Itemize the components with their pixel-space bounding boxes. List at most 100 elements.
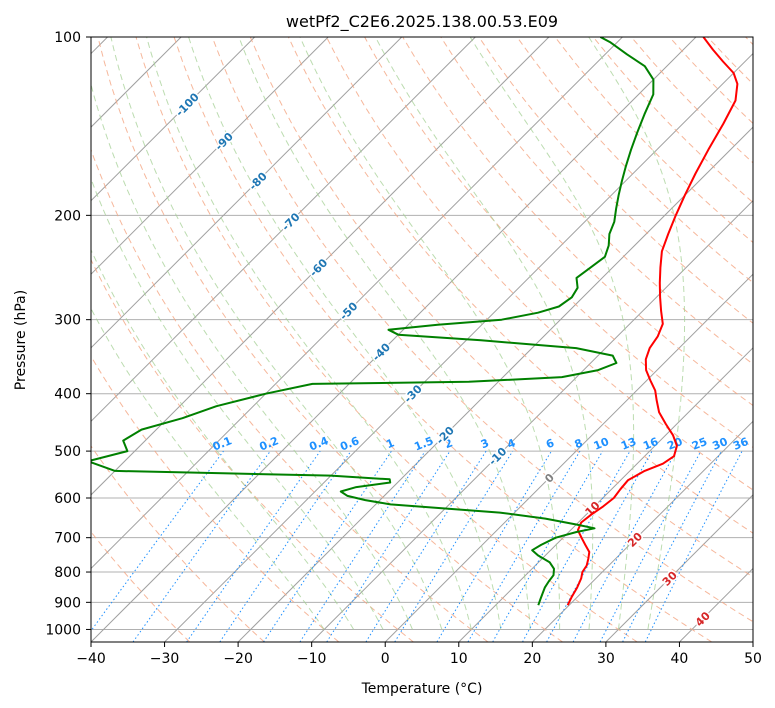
dry-adiabat <box>669 37 753 125</box>
mixing-ratio-label: 1 <box>384 436 396 451</box>
isotherm-50 <box>752 641 753 642</box>
chart-title: wetPf2_C2E6.2025.138.00.53.E09 <box>286 12 558 32</box>
moist-adiabat <box>91 307 325 630</box>
dry-adiabat <box>745 37 753 46</box>
moist-adiabat <box>238 37 531 630</box>
isotherm--50 <box>91 37 623 570</box>
dry-adiabat <box>516 37 753 284</box>
y-tick-label: 200 <box>54 208 81 224</box>
mixing-ratio-line <box>91 450 224 632</box>
isotherm-label: -100 <box>173 90 202 119</box>
moist-adiabat <box>146 37 472 630</box>
mixing-ratio-line <box>572 450 677 642</box>
mixing-ratio-line <box>326 450 451 642</box>
mixing-ratio-line <box>467 450 581 642</box>
dry-adiabat <box>91 445 265 642</box>
x-tick-label: −20 <box>223 651 253 667</box>
isotherm--20 <box>237 126 753 642</box>
isotherm--90 <box>91 37 329 275</box>
x-tick-label: 30 <box>597 651 615 667</box>
y-tick-label: 100 <box>54 30 81 46</box>
x-axis-title: Temperature (°C) <box>361 681 483 697</box>
mixing-ratio-label: 10 <box>592 435 611 453</box>
mixing-ratio-label: 16 <box>641 435 660 453</box>
moist-adiabat <box>91 177 384 630</box>
mixing-ratio-label: 2 <box>443 436 455 451</box>
isotherm--70 <box>91 37 476 423</box>
temperature-line <box>566 37 739 606</box>
x-tick-label: −30 <box>150 651 180 667</box>
isotherm--10 <box>311 199 753 642</box>
profile-lines <box>91 37 739 606</box>
y-tick-label: 500 <box>54 444 81 460</box>
line-labels: 0.1 0.2 0.4 0.6 1 1.5 2 3 4 6 8 10 13 16 20 25 30 36-100-… <box>172 89 751 631</box>
mixing-ratio-line <box>132 450 271 642</box>
isotherm-20 <box>531 420 753 642</box>
mixing-ratio-line <box>522 450 631 642</box>
y-tick-label: 300 <box>54 313 81 329</box>
x-axis: −40 −30 −20 −10 0 10 20 30 40 50 <box>76 642 762 667</box>
moist-adiabat <box>110 37 443 630</box>
mixing-ratio-label: 13 <box>619 435 638 453</box>
moist-adiabat <box>299 37 561 630</box>
mixing-ratio-line <box>436 450 552 642</box>
x-tick-label: 20 <box>523 651 541 667</box>
dry-adiabat <box>91 258 414 642</box>
plot-frame <box>90 36 754 643</box>
mixing-ratio-label: 6 <box>544 436 556 451</box>
moist-adiabat <box>469 37 635 630</box>
x-tick-label: −10 <box>297 651 327 667</box>
moist-adiabat <box>188 37 502 630</box>
dewpoint-line <box>91 37 655 606</box>
dry-adiabat <box>91 355 340 642</box>
dry-adiabat <box>173 37 713 642</box>
mixing-ratio-line <box>186 450 321 642</box>
dry-adiabat <box>287 37 753 534</box>
background-lines <box>91 37 753 642</box>
dry-adiabat <box>326 37 753 491</box>
isotherm-30 <box>605 494 753 642</box>
mixing-ratio-line <box>644 450 743 642</box>
dry-adiabat <box>707 37 753 85</box>
y-tick-label: 800 <box>54 565 81 581</box>
mixing-ratio-line <box>546 450 653 642</box>
dry-adiabat <box>135 37 638 642</box>
mixing-ratio-line <box>299 450 426 642</box>
x-tick-label: 0 <box>381 651 390 667</box>
mixing-ratio-label: 3 <box>479 436 491 451</box>
y-tick-label: 700 <box>54 531 81 547</box>
x-tick-label: −40 <box>76 651 106 667</box>
dry-adiabat <box>211 37 753 623</box>
mixing-ratio-line <box>394 450 514 642</box>
moist-adiabat <box>374 37 594 630</box>
y-tick-label: 600 <box>54 491 81 507</box>
mixing-ratio-label: 36 <box>731 435 750 453</box>
isotherm--60 <box>91 37 550 496</box>
mixing-ratio-label: 25 <box>690 435 709 453</box>
isotherm-0 <box>384 273 753 642</box>
x-tick-label: 50 <box>744 651 762 667</box>
moist-adiabat <box>91 82 413 630</box>
mixing-ratio-line <box>263 450 392 642</box>
x-tick-label: 40 <box>671 651 689 667</box>
y-tick-label: 1000 <box>45 622 81 638</box>
isotherm--100 <box>91 37 256 202</box>
isotherm-10 <box>458 347 753 642</box>
isotherm-40 <box>679 567 753 642</box>
moist-adiabat <box>588 37 686 630</box>
mixing-ratio-line <box>219 450 352 642</box>
dry-adiabat <box>97 37 563 642</box>
mixing-ratio-label: 8 <box>573 436 585 451</box>
isotherm--40 <box>91 37 697 642</box>
y-tick-label: 400 <box>54 387 81 403</box>
moist-adiabat <box>91 248 355 630</box>
dry-adiabat <box>91 148 489 642</box>
x-tick-label: 10 <box>450 651 468 667</box>
y-tick-label: 900 <box>54 595 81 611</box>
mixing-ratio-line <box>599 450 702 642</box>
isotherm--80 <box>91 37 403 349</box>
y-axis-title: Pressure (hPa) <box>13 290 29 390</box>
mixing-ratio-label: 30 <box>711 435 730 453</box>
y-axis: 100 200 300 400 500 600 700 800 900 1000 <box>45 30 91 638</box>
